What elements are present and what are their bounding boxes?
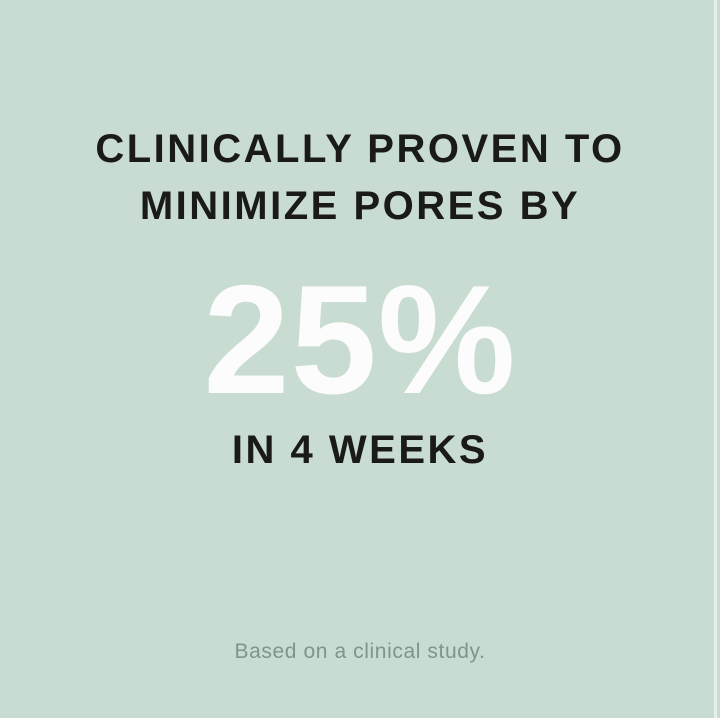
headline-line-1: CLINICALLY PROVEN TO: [95, 127, 625, 171]
stat-percentage: 25%: [203, 253, 517, 426]
headline-line-2: MINIMIZE PORES BY: [139, 184, 581, 228]
headline: CLINICALLY PROVEN TO MINIMIZE PORES BY: [0, 121, 720, 235]
disclaimer-text: Based on a clinical study.: [234, 640, 486, 663]
right-edge-highlight: [714, 0, 717, 718]
duration-text: IN 4 WEEKS: [231, 428, 489, 472]
